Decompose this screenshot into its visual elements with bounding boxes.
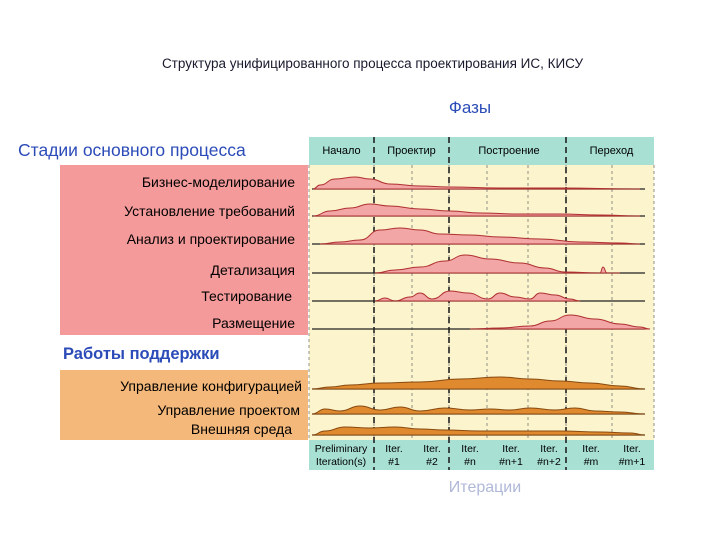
iteration-n-plus-1: Iter. #n+1 bbox=[499, 443, 523, 468]
iteration-m: Iter. #m bbox=[582, 443, 600, 468]
iteration-n: Iter. #n bbox=[461, 443, 479, 468]
discipline-implementation: Детализация bbox=[210, 262, 295, 278]
support-disciplines-panel bbox=[60, 370, 308, 440]
core-stages-heading: Стадии основного процесса bbox=[18, 140, 246, 160]
iteration-2: Iter. #2 bbox=[423, 443, 441, 468]
core-discipline-curve-3 bbox=[374, 254, 620, 274]
iterations-bar: Preliminary Iteration(s) Iter. #1 Iter. #2 … bbox=[309, 440, 654, 470]
core-disciplines-panel bbox=[60, 165, 308, 335]
phase-transition: Переход bbox=[589, 145, 634, 157]
discipline-requirements: Установление требований bbox=[124, 203, 295, 219]
core-discipline-curve-5 bbox=[469, 314, 651, 330]
discipline-business-modeling: Бизнес-моделирование bbox=[141, 174, 295, 190]
phases-heading: Фазы bbox=[448, 98, 492, 117]
iteration-n-plus-2: Iter. #n+2 bbox=[537, 443, 561, 468]
discipline-project-management: Управление проектом bbox=[157, 402, 300, 418]
core-discipline-curve-2 bbox=[319, 227, 641, 245]
iteration-preliminary: Preliminary Iteration(s) bbox=[314, 443, 368, 468]
discipline-analysis-design: Анализ и проектирование bbox=[126, 231, 295, 247]
core-discipline-curve-4 bbox=[374, 290, 581, 302]
discipline-config-management: Управление конфигурацией bbox=[120, 378, 302, 394]
support-discipline-curve-2 bbox=[311, 426, 646, 436]
phase-inception: Начало bbox=[322, 145, 361, 157]
discipline-environment: Внешняя среда bbox=[190, 421, 292, 437]
phase-elaboration: Проектир bbox=[387, 145, 436, 157]
core-discipline-curve-0 bbox=[312, 176, 641, 190]
support-discipline-curve-0 bbox=[311, 376, 646, 390]
discipline-test: Тестирование bbox=[201, 288, 292, 304]
discipline-deployment: Размещение bbox=[212, 315, 295, 331]
phases-header: Начало Проектир Построение Переход bbox=[309, 137, 654, 165]
iteration-1: Iter. #1 bbox=[385, 443, 403, 468]
iterations-heading: Итерации bbox=[448, 479, 522, 496]
support-discipline-curve-1 bbox=[311, 405, 646, 415]
phase-construction: Построение bbox=[478, 145, 540, 157]
iteration-m-plus-1: Iter. #m+1 bbox=[618, 443, 646, 468]
core-discipline-curve-1 bbox=[312, 203, 641, 217]
page-title: Структура унифицированного процесса прое… bbox=[161, 56, 584, 71]
support-workflows-heading: Работы поддержки bbox=[63, 345, 220, 363]
